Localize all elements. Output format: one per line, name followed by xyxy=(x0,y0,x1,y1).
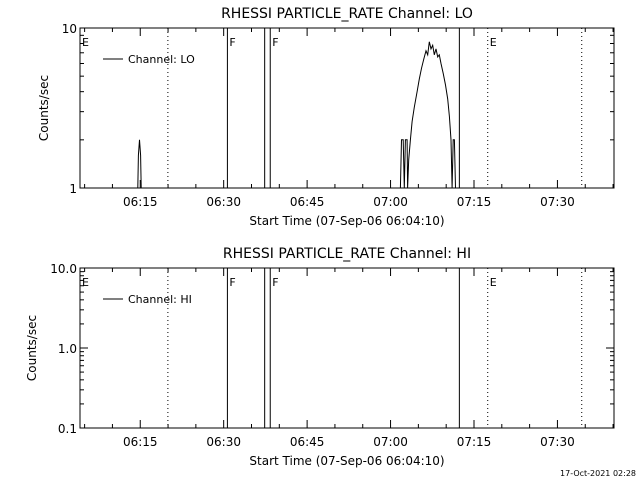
footer-timestamp: 17-Oct-2021 02:28 xyxy=(560,469,636,478)
x-tick-label: 06:30 xyxy=(206,195,241,209)
x-tick-label: 06:45 xyxy=(290,195,325,209)
y-tick-label: 10.0 xyxy=(50,262,77,276)
event-marker-label: F xyxy=(229,276,235,289)
x-tick-label: 06:15 xyxy=(123,435,158,449)
x-tick-label: 06:45 xyxy=(290,435,325,449)
x-tick-label: 07:30 xyxy=(540,195,575,209)
event-marker-label: E xyxy=(490,36,497,49)
y-axis-label: Counts/sec xyxy=(25,315,39,381)
panel-0: RHESSI PARTICLE_RATE Channel: LO Start Ti… xyxy=(37,6,615,228)
x-tick-label: 07:00 xyxy=(373,435,408,449)
series-line-0 xyxy=(137,41,456,189)
y-tick-label: 10 xyxy=(62,22,77,36)
y-tick-label: 1 xyxy=(69,182,77,196)
y-tick-label: 0.1 xyxy=(58,422,77,436)
x-tick-label: 07:00 xyxy=(373,195,408,209)
x-tick-label: 07:30 xyxy=(540,435,575,449)
chart-title: RHESSI PARTICLE_RATE Channel: LO xyxy=(221,6,473,22)
event-marker-label: E xyxy=(82,276,89,289)
panel-1: RHESSI PARTICLE_RATE Channel: HI Start Ti… xyxy=(25,246,615,468)
x-axis-label: Start Time (07-Sep-06 06:04:10) xyxy=(249,454,444,468)
event-marker-label: E xyxy=(82,36,89,49)
chart-title: RHESSI PARTICLE_RATE Channel: HI xyxy=(223,246,471,262)
x-tick-label: 07:15 xyxy=(457,195,492,209)
event-marker-label: E xyxy=(490,276,497,289)
y-axis-label: Counts/sec xyxy=(37,75,51,141)
x-tick-label: 07:15 xyxy=(457,435,492,449)
y-tick-label: 1.0 xyxy=(58,342,77,356)
event-marker-label: F xyxy=(272,36,278,49)
event-marker-label: F xyxy=(229,36,235,49)
legend-label: Channel: LO xyxy=(128,53,195,66)
x-tick-label: 06:15 xyxy=(123,195,158,209)
x-tick-label: 06:30 xyxy=(206,435,241,449)
x-axis-label: Start Time (07-Sep-06 06:04:10) xyxy=(249,214,444,228)
legend-label: Channel: HI xyxy=(128,293,192,306)
event-marker-label: F xyxy=(272,276,278,289)
